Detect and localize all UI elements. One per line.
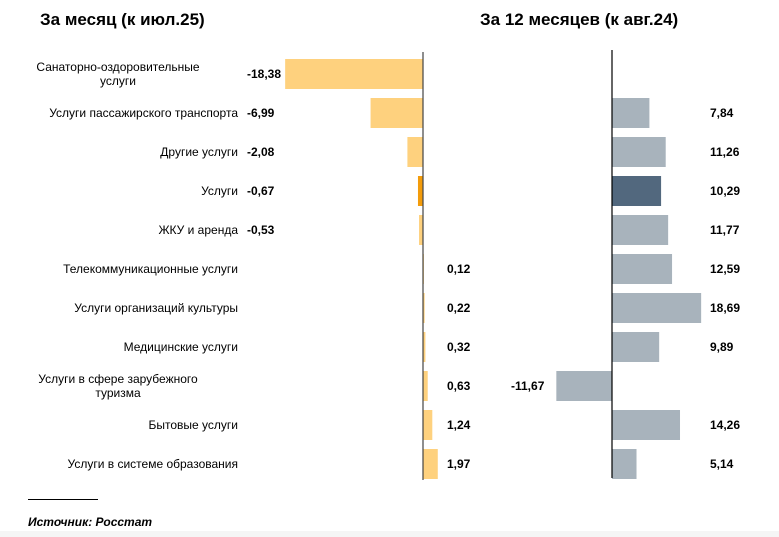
data-label-monthly: 0,12	[447, 262, 471, 276]
data-label-monthly: 1,97	[447, 457, 471, 471]
bar-monthly	[423, 410, 433, 440]
chart-title-monthly: За месяц (к июл.25)	[40, 10, 205, 29]
category-label: Медицинские услуги	[124, 340, 238, 354]
category-label: Услуги в системе образования	[68, 457, 238, 471]
data-label-annual: 5,14	[710, 457, 734, 471]
category-label: Услуги организаций культуры	[74, 301, 238, 315]
bar-annual	[612, 137, 666, 167]
data-label-annual: 11,26	[710, 145, 740, 159]
bar-annual	[612, 98, 650, 128]
bar-monthly	[407, 137, 423, 167]
bar-annual	[556, 371, 612, 401]
bar-monthly	[423, 449, 438, 479]
bar-monthly	[423, 293, 425, 323]
bar-annual	[612, 254, 673, 284]
bar-monthly	[370, 98, 423, 128]
bar-monthly	[423, 371, 428, 401]
data-label-monthly: -2,08	[247, 145, 275, 159]
data-label-annual: -11,67	[511, 379, 545, 393]
category-label: Услуги	[201, 184, 238, 198]
bar-annual	[612, 410, 681, 440]
data-label-monthly: -0,53	[247, 223, 275, 237]
data-label-monthly: -18,38	[247, 67, 281, 81]
source-note: Источник: Росстат	[28, 515, 153, 529]
data-label-annual: 7,84	[710, 106, 734, 120]
category-label: туризма	[95, 386, 141, 400]
bar-monthly	[417, 176, 423, 206]
bar-annual	[612, 176, 662, 206]
category-label: Услуги в сфере зарубежного	[38, 372, 198, 386]
bar-annual	[612, 332, 660, 362]
bar-annual	[612, 449, 637, 479]
data-label-monthly: -6,99	[247, 106, 275, 120]
category-label: ЖКУ и аренда	[158, 223, 238, 237]
bar-monthly	[285, 59, 423, 89]
data-label-annual: 10,29	[710, 184, 740, 198]
category-label: Санаторно-оздоровительные	[36, 60, 200, 74]
data-label-annual: 18,69	[710, 301, 740, 315]
data-label-monthly: 0,32	[447, 340, 471, 354]
data-label-annual: 14,26	[710, 418, 740, 432]
category-label: Другие услуги	[160, 145, 238, 159]
bar-annual	[612, 215, 669, 245]
category-label: услуги	[100, 74, 136, 88]
bar-monthly	[419, 215, 423, 245]
data-label-annual: 12,59	[710, 262, 740, 276]
data-label-monthly: 1,24	[447, 418, 471, 432]
data-label-monthly: 0,22	[447, 301, 471, 315]
data-label-annual: 9,89	[710, 340, 734, 354]
category-label: Услуги пассажирского транспорта	[49, 106, 238, 120]
bar-annual	[612, 293, 702, 323]
chart-title-annual: За 12 месяцев (к авг.24)	[480, 10, 679, 29]
bottom-edge	[0, 531, 779, 537]
source-divider	[28, 499, 98, 500]
category-label: Телекоммуникационные услуги	[63, 262, 238, 276]
data-label-monthly: -0,67	[247, 184, 275, 198]
data-label-annual: 11,77	[710, 223, 740, 237]
bar-monthly	[423, 332, 426, 362]
data-label-monthly: 0,63	[447, 379, 471, 393]
category-label: Бытовые услуги	[149, 418, 239, 432]
